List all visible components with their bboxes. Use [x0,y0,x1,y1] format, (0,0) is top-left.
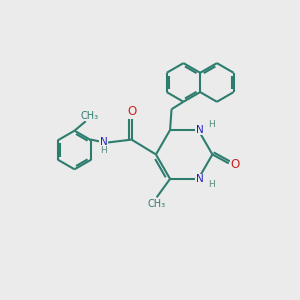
Text: H: H [208,120,215,129]
Text: CH₃: CH₃ [80,111,98,121]
Text: N: N [100,137,107,147]
Text: O: O [127,105,136,118]
Text: N: N [196,125,204,135]
Text: H: H [100,146,107,155]
Text: N: N [196,174,204,184]
Text: H: H [208,180,215,189]
Text: O: O [231,158,240,171]
Text: CH₃: CH₃ [148,199,166,209]
